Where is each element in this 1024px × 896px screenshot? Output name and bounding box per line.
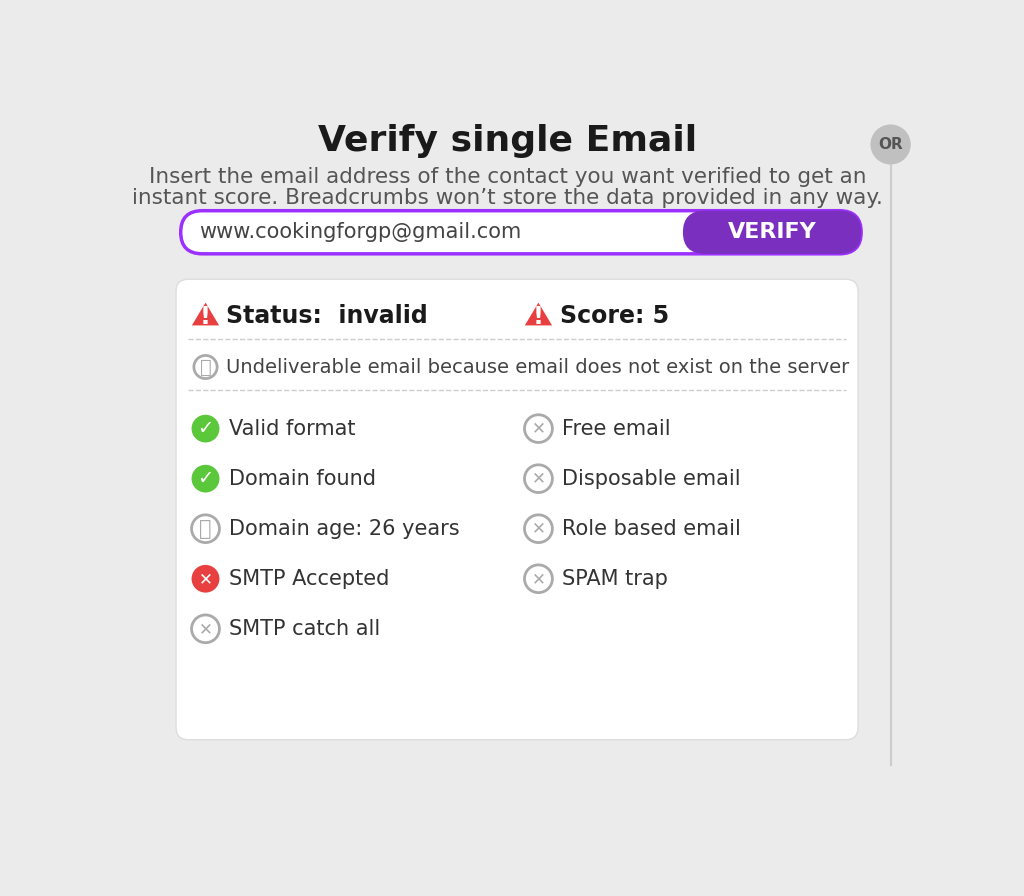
Text: SMTP catch all: SMTP catch all: [228, 619, 380, 639]
Text: VERIFY: VERIFY: [728, 222, 816, 242]
Circle shape: [870, 125, 910, 165]
Text: Status:  invalid: Status: invalid: [225, 304, 427, 328]
Text: Domain age: 26 years: Domain age: 26 years: [228, 519, 460, 538]
Text: ⓘ: ⓘ: [200, 358, 211, 376]
Circle shape: [191, 415, 219, 443]
Circle shape: [191, 564, 219, 592]
FancyBboxPatch shape: [180, 211, 861, 254]
Text: ✕: ✕: [199, 620, 212, 638]
Text: instant score. Breadcrumbs won’t store the data provided in any way.: instant score. Breadcrumbs won’t store t…: [132, 187, 883, 208]
Circle shape: [191, 465, 219, 493]
Text: ✕: ✕: [531, 419, 546, 437]
FancyBboxPatch shape: [176, 280, 858, 740]
Text: ✕: ✕: [531, 570, 546, 588]
Text: Role based email: Role based email: [562, 519, 740, 538]
Text: OR: OR: [879, 137, 903, 152]
Text: ✕: ✕: [531, 520, 546, 538]
Text: SMTP Accepted: SMTP Accepted: [228, 569, 389, 589]
Text: Disposable email: Disposable email: [562, 469, 740, 488]
Text: !: !: [532, 305, 544, 329]
Text: ✕: ✕: [199, 570, 212, 588]
Text: Undeliverable email because email does not exist on the server: Undeliverable email because email does n…: [225, 358, 849, 376]
Text: Valid format: Valid format: [228, 418, 355, 439]
Polygon shape: [524, 303, 552, 325]
Text: ✓: ✓: [198, 419, 214, 438]
Text: Free email: Free email: [562, 418, 671, 439]
Text: ✕: ✕: [531, 470, 546, 487]
Text: ⓘ: ⓘ: [200, 519, 212, 538]
Text: Insert the email address of the contact you want verified to get an: Insert the email address of the contact …: [150, 167, 866, 187]
Text: ✓: ✓: [198, 470, 214, 488]
Text: Verify single Email: Verify single Email: [318, 125, 697, 159]
Polygon shape: [191, 303, 219, 325]
Text: Score: 5: Score: 5: [560, 304, 670, 328]
Text: Domain found: Domain found: [228, 469, 376, 488]
Text: www.cookingforgp@gmail.com: www.cookingforgp@gmail.com: [200, 222, 521, 242]
Text: SPAM trap: SPAM trap: [562, 569, 668, 589]
Text: !: !: [200, 305, 211, 329]
FancyBboxPatch shape: [683, 211, 861, 254]
